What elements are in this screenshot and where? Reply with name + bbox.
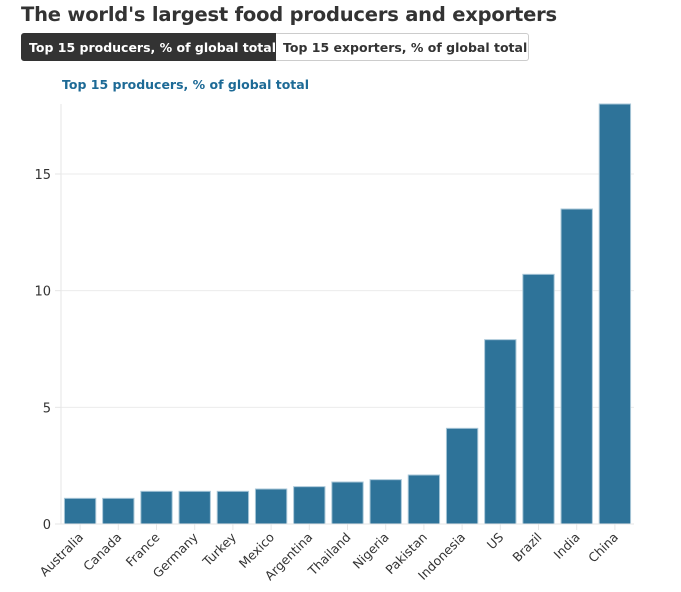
x-tick-label: China (585, 530, 621, 566)
bars (63, 103, 632, 525)
bar-us[interactable] (484, 339, 517, 525)
tab-exporters[interactable]: Top 15 exporters, % of global total (276, 33, 529, 61)
x-tick-label: Australia (37, 530, 87, 580)
y-tick-label: 15 (34, 168, 51, 183)
bar-germany[interactable] (178, 490, 211, 525)
x-tick-label: Turkey (199, 529, 240, 570)
tab-producers[interactable]: Top 15 producers, % of global total (21, 33, 276, 61)
bar-pakistan[interactable] (407, 474, 441, 525)
x-tick-label: India (551, 530, 583, 562)
y-axis-ticks: 0 5 10 15 (34, 168, 61, 533)
y-tick-label: 0 (43, 518, 51, 533)
x-axis-ticks: AustraliaCanadaFranceGermanyTurkeyMexico… (37, 524, 621, 583)
bar-nigeria[interactable] (369, 479, 402, 525)
bar-india[interactable] (560, 208, 593, 525)
bar-indonesia[interactable] (445, 427, 479, 525)
x-tick-label: Brazil (509, 530, 544, 565)
bar-china[interactable] (598, 103, 632, 525)
chart-title: Top 15 producers, % of global total (62, 77, 309, 92)
x-tick-label: Canada (80, 530, 124, 574)
y-tick-label: 5 (43, 401, 51, 416)
page-title: The world's largest food producers and e… (21, 3, 557, 26)
chart-tabs: Top 15 producers, % of global total Top … (21, 33, 529, 61)
bar-argentina[interactable] (293, 486, 326, 525)
bar-australia[interactable] (63, 497, 97, 525)
x-tick-label: US (484, 529, 507, 552)
bar-thailand[interactable] (331, 481, 364, 525)
y-tick-label: 10 (34, 285, 51, 300)
bar-mexico[interactable] (254, 488, 288, 525)
bar-brazil[interactable] (522, 273, 555, 525)
bar-france[interactable] (140, 490, 173, 525)
bar-turkey[interactable] (216, 490, 250, 525)
bar-canada[interactable] (102, 497, 135, 525)
